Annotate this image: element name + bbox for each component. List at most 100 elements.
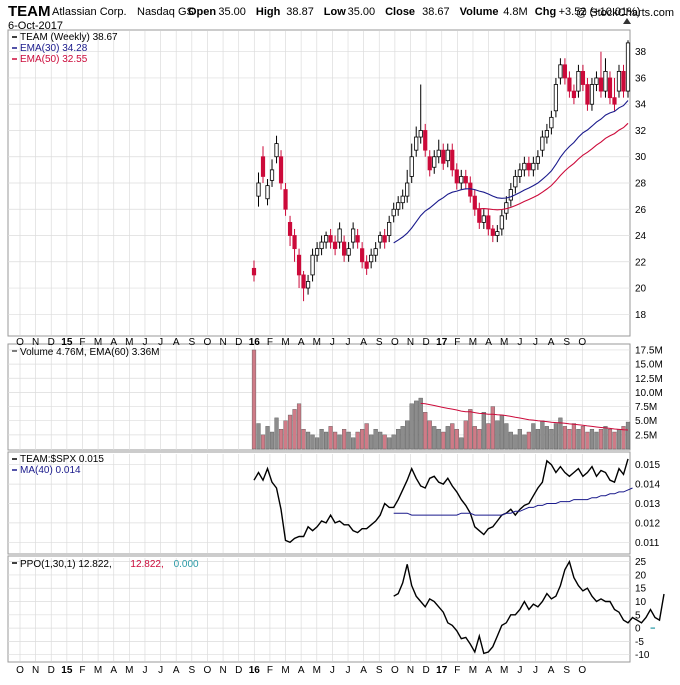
volume-bar [585, 431, 590, 450]
candle-body [508, 189, 513, 201]
legend-entry: MA(40) 0.014 [20, 465, 81, 476]
x-tick-label: A [298, 337, 305, 348]
volume-bar [594, 431, 599, 450]
y-tick-label: 25 [635, 557, 647, 568]
y-tick-label: 0.013 [635, 499, 660, 510]
candle-body [427, 156, 432, 171]
candle-body [342, 241, 347, 256]
y-tick-label: 5 [635, 610, 641, 621]
exchange-name: Nasdaq GS [137, 6, 194, 18]
candle-body [256, 182, 261, 197]
volume-bar [269, 431, 275, 450]
candle-body [576, 70, 581, 92]
volume-bar [603, 426, 608, 450]
volume-bar [459, 437, 464, 450]
x-tick-label: A [548, 337, 555, 348]
x-tick-label: A [173, 337, 180, 348]
volume-bar [355, 431, 360, 450]
volume-bar [382, 434, 387, 450]
volume-bar [409, 403, 414, 450]
volume-bar [364, 423, 369, 450]
candle-body [265, 185, 270, 200]
stat-value: 4.8M [503, 6, 527, 18]
candle-body [260, 156, 266, 177]
grid-lines [8, 31, 630, 661]
x-tick-label: O [16, 665, 24, 676]
x-tick-label: M [94, 337, 102, 348]
candle-body [558, 64, 563, 79]
candle-body [405, 182, 410, 197]
price-stats: Open 35.00 High 38.87 Low 35.00 Close 38.67 Volu… [188, 6, 641, 18]
volume-bar [513, 434, 518, 450]
volume-bar [369, 434, 374, 450]
volume-bar [351, 437, 356, 450]
volume-bar [319, 428, 324, 450]
y-tick-label: 20 [635, 284, 647, 295]
x-tick-label: M [125, 665, 133, 676]
volume-bar [427, 420, 432, 450]
legend-entry: EMA(30) 34.28 [20, 43, 88, 54]
volume-bar [486, 423, 491, 450]
y-tick-label: 10.0M [635, 388, 663, 399]
stat-value: 38.87 [286, 6, 314, 18]
candle-body [346, 248, 351, 256]
legend-entry: 12.822, [130, 559, 163, 570]
volume-bar [423, 412, 428, 450]
candle-body [301, 274, 306, 289]
x-tick-label: J [346, 337, 351, 348]
y-tick-label: -5 [635, 637, 644, 648]
volume-bar [418, 397, 423, 450]
y-tick-label: 32 [635, 126, 647, 137]
volume-bar [337, 434, 342, 450]
volume-bar [549, 428, 554, 450]
x-tick-label: N [219, 337, 226, 348]
candle-body [625, 42, 631, 92]
candle-body [369, 254, 374, 263]
x-tick-label: M [281, 665, 289, 676]
candle-body [269, 169, 275, 181]
x-tick-label: N [32, 337, 39, 348]
volume-bar [274, 417, 279, 450]
volume-bar [607, 428, 613, 450]
x-tick-label: M [313, 337, 321, 348]
candle-body [540, 136, 545, 151]
candle-body [310, 254, 315, 276]
ticker-symbol: TEAM [8, 3, 51, 20]
candle-body [495, 231, 500, 236]
candle-body [445, 149, 450, 162]
volume-bar [589, 428, 595, 450]
x-tick-label: D [423, 665, 430, 676]
volume-bar [468, 409, 473, 450]
x-tick-label: D [235, 337, 242, 348]
candle-body [400, 195, 405, 204]
company-name: Atlassian Corp. [52, 6, 127, 18]
candle-body [571, 90, 577, 99]
y-tick-label: 0.012 [635, 518, 660, 529]
x-tick-label: M [94, 665, 102, 676]
candle-body [513, 176, 518, 188]
volume-bar [463, 420, 468, 450]
volume-bar [256, 423, 261, 450]
stat-value: +3.52 (+10.01%) [559, 6, 641, 18]
y-tick-label: -10 [635, 650, 650, 661]
x-tick-label: A [110, 665, 117, 676]
volume-bar [499, 414, 504, 450]
ppo-series [393, 559, 665, 655]
y-tick-label: 22 [635, 257, 647, 268]
candle-body [323, 235, 329, 243]
volume-bar [405, 420, 410, 450]
candle-body [351, 228, 356, 243]
y-tick-label: 17.5M [635, 345, 663, 356]
volume-bar [432, 426, 437, 450]
x-axis-labels: O N D 15 F M A M J J A S O N D 16 F M A M J J A S O N D 17 F M A M J J A S O… [16, 337, 586, 676]
y-tick-label: 28 [635, 179, 647, 190]
stat-label: Open [188, 6, 216, 18]
x-tick-label: A [173, 665, 180, 676]
volume-bar [310, 434, 315, 450]
candle-body [414, 136, 419, 151]
x-tick-label: J [533, 337, 538, 348]
candle-body [454, 169, 459, 184]
candle-body [251, 267, 257, 276]
x-tick-label: F [454, 665, 460, 676]
